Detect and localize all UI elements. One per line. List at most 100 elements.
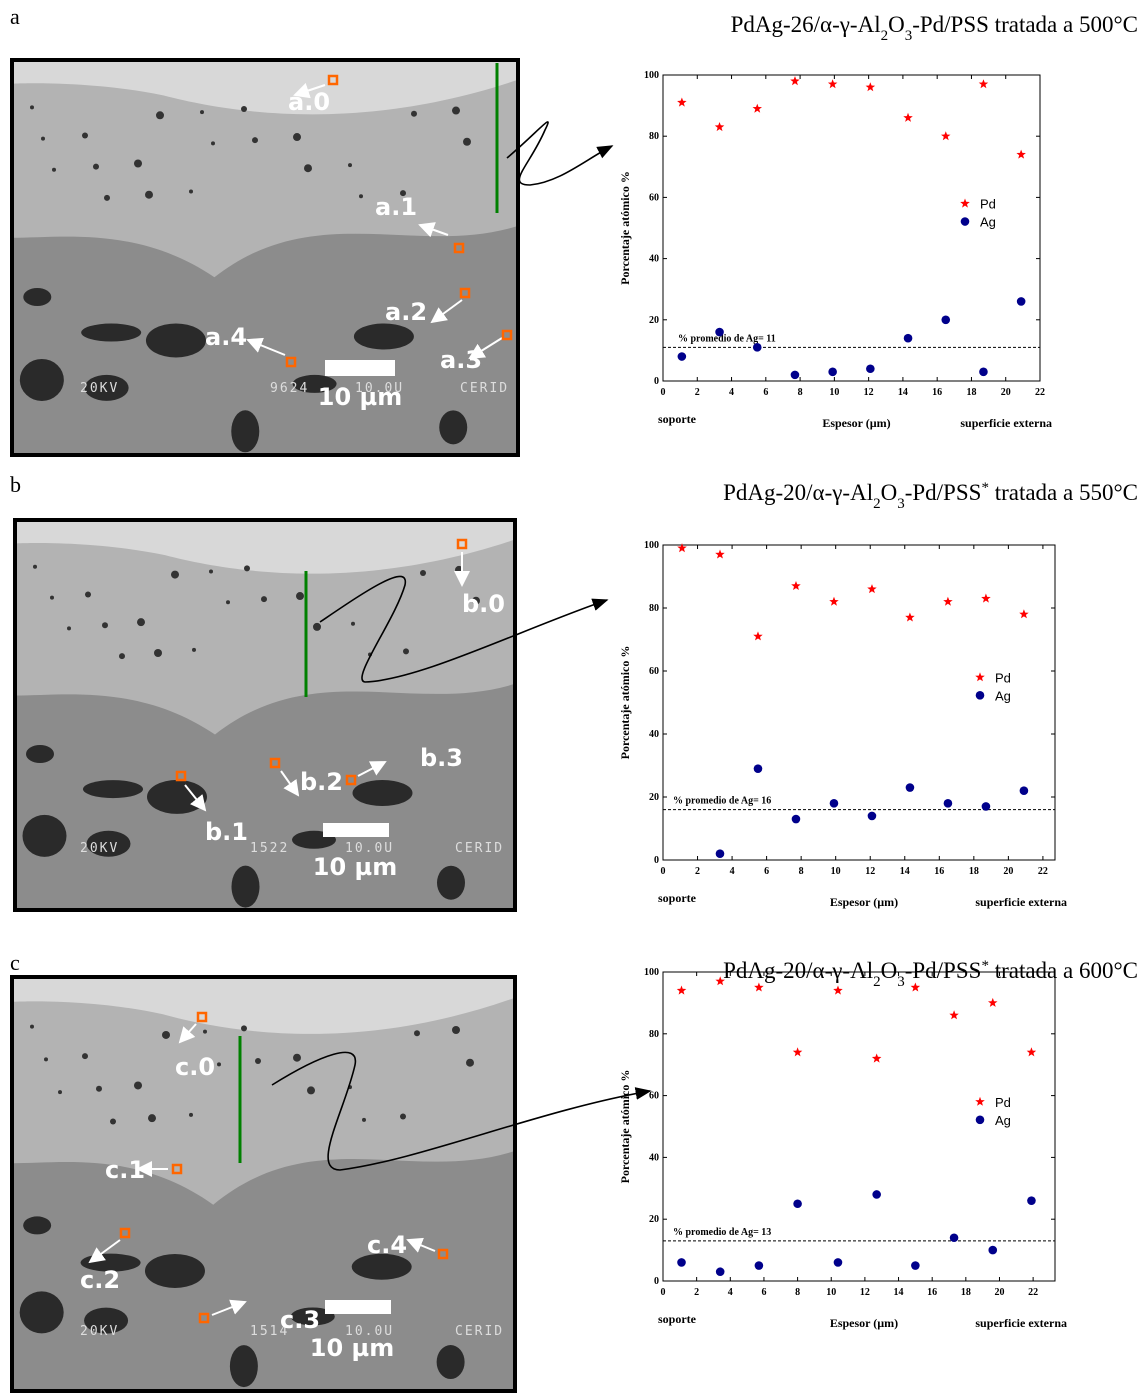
legend-label: Ag <box>995 1113 1011 1128</box>
x-tick-label: 10 <box>829 387 839 398</box>
x-tick-label: 0 <box>661 387 666 398</box>
pore <box>44 1057 48 1062</box>
pore <box>292 374 337 393</box>
x-tick-label: 8 <box>799 866 804 877</box>
y-tick-label: 20 <box>649 1214 659 1225</box>
spot-label: c.2 <box>80 1266 120 1294</box>
spot-marker <box>119 1227 131 1239</box>
x-tick-label: 16 <box>934 866 944 877</box>
x-tick-label: 14 <box>894 1287 904 1298</box>
x-tick-label: 10 <box>826 1287 836 1298</box>
x-tick-label: 2 <box>694 1287 699 1298</box>
pore <box>411 110 417 117</box>
scale-bar <box>325 360 395 376</box>
point <box>833 1258 843 1267</box>
pore <box>171 570 179 579</box>
spot-label: b.0 <box>462 590 505 618</box>
pore <box>420 570 426 577</box>
pore <box>134 1081 142 1090</box>
pore <box>200 110 204 115</box>
pore <box>93 163 99 170</box>
pore <box>217 1062 221 1067</box>
spot-label: a.3 <box>440 346 482 374</box>
x-start-label: soporte <box>658 1312 697 1326</box>
pore <box>81 323 142 342</box>
point <box>793 1199 802 1209</box>
x-tick-label: 20 <box>1001 387 1011 398</box>
x-tick-label: 20 <box>994 1287 1004 1298</box>
pore <box>192 647 196 652</box>
pore <box>241 105 247 112</box>
x-tick-label: 12 <box>864 387 874 398</box>
point <box>677 543 687 553</box>
chart-title: PdAg-20/α-γ-Al2O3-Pd/PSS* tratada a 550°… <box>723 480 1138 512</box>
pointer-arrow <box>293 82 326 99</box>
micrograph <box>10 975 517 1393</box>
legend-label: Pd <box>980 197 996 212</box>
micrograph <box>13 518 517 912</box>
point <box>752 103 762 113</box>
point <box>911 1261 920 1270</box>
y-tick-label: 20 <box>649 315 659 326</box>
spot-label: c.1 <box>105 1156 145 1184</box>
panel-letter: c <box>10 950 20 975</box>
spot-label: a.2 <box>385 298 427 326</box>
point <box>754 1261 764 1270</box>
y-tick-label: 100 <box>644 540 659 551</box>
coating-layer <box>12 977 515 1205</box>
pore <box>203 1029 207 1034</box>
x-tick-label: 12 <box>860 1287 870 1298</box>
point <box>829 596 839 606</box>
pore <box>307 1086 315 1095</box>
pore <box>52 167 56 172</box>
x-tick-label: 6 <box>761 1287 766 1298</box>
point <box>827 79 838 89</box>
micrograph-text: 10.0U <box>345 841 394 856</box>
x-tick-label: 6 <box>764 866 769 877</box>
micrograph-text: 1514 <box>250 1324 289 1339</box>
pointer-arrow <box>430 299 463 324</box>
pore <box>82 1053 88 1060</box>
pore <box>452 1025 460 1034</box>
pore <box>86 830 131 857</box>
average-label: % promedio de Ag= 13 <box>673 1227 771 1238</box>
scale-bar-label: 10 µm <box>313 853 397 881</box>
pore <box>290 1307 335 1326</box>
pore <box>148 1114 156 1123</box>
pore <box>137 618 145 627</box>
point <box>949 1233 959 1243</box>
point <box>866 364 875 374</box>
pore <box>67 626 71 631</box>
point <box>1027 1196 1036 1205</box>
scale-bar-label: 10 µm <box>318 383 402 411</box>
pore <box>231 410 260 453</box>
point <box>910 982 921 992</box>
pore <box>102 622 108 629</box>
micrograph-text: 20KV <box>80 841 119 856</box>
x-tick-label: 12 <box>865 866 875 877</box>
point <box>867 811 877 821</box>
point <box>988 997 998 1007</box>
legend-marker <box>960 217 970 226</box>
point <box>905 612 915 622</box>
plot-frame <box>662 544 1056 861</box>
pore <box>463 137 471 146</box>
micrograph-frame <box>13 518 517 912</box>
spot-marker <box>196 1011 208 1023</box>
x-tick-label: 6 <box>763 387 768 398</box>
x-start-label: soporte <box>658 412 697 426</box>
x-tick-label: 16 <box>927 1287 937 1298</box>
pore <box>84 374 129 401</box>
pore <box>96 1085 102 1092</box>
pore <box>58 1090 62 1095</box>
scale-bar <box>323 823 389 837</box>
title-part: PdAg-26/α-γ-Al <box>731 12 881 37</box>
x-tick-label: 18 <box>969 866 979 877</box>
point <box>754 982 764 992</box>
spot-label: b.2 <box>300 768 343 796</box>
point <box>871 1053 882 1063</box>
title-part: -Pd/PSS tratada a 500°C <box>912 12 1138 37</box>
connector <box>506 121 614 186</box>
pointer-arrow <box>280 770 300 797</box>
point <box>988 1245 998 1255</box>
